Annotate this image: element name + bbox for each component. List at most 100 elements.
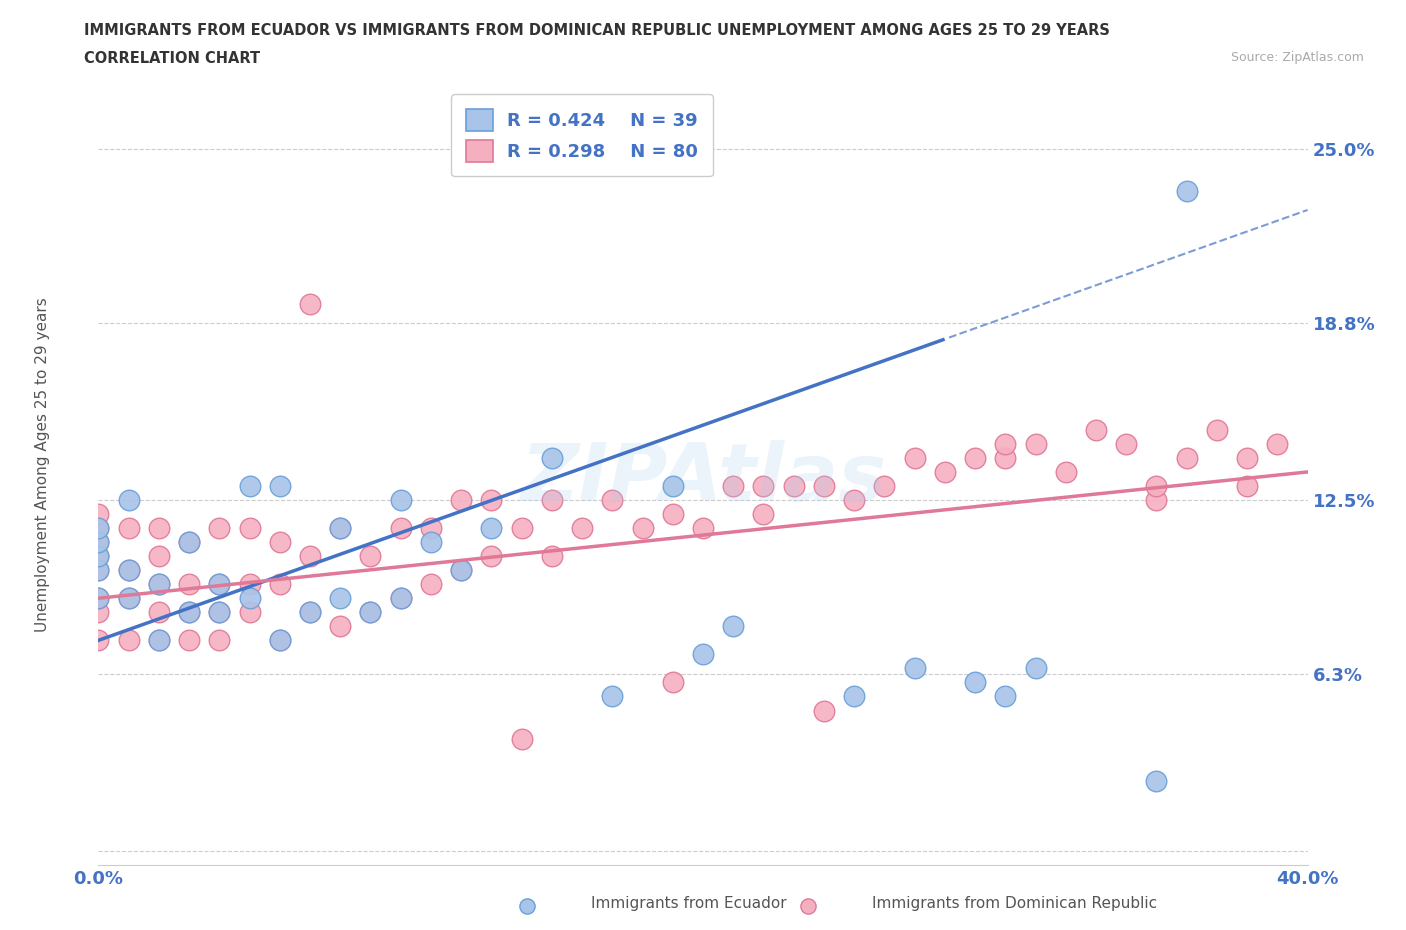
Point [389,591,412,605]
Point [360,549,382,564]
Point [208,577,231,591]
Point [87,535,110,550]
Point [844,493,866,508]
Point [540,549,562,564]
Point [752,507,775,522]
Point [148,577,170,591]
Point [87,521,110,536]
Point [239,521,262,536]
Point [87,591,110,605]
Point [299,549,322,564]
Point [1236,479,1258,494]
Point [450,563,472,578]
Point [148,604,170,619]
Point [965,675,987,690]
Point [813,479,835,494]
Point [389,521,412,536]
Point [1024,661,1046,676]
Point [87,604,110,619]
Point [661,507,683,522]
Point [179,633,201,648]
Point [269,577,291,591]
Text: ZIPAtlas: ZIPAtlas [520,440,886,518]
Point [934,464,956,479]
Point [1115,436,1137,451]
Point [179,604,201,619]
Text: IMMIGRANTS FROM ECUADOR VS IMMIGRANTS FROM DOMINICAN REPUBLIC UNEMPLOYMENT AMONG: IMMIGRANTS FROM ECUADOR VS IMMIGRANTS FR… [84,23,1111,38]
Point [481,549,503,564]
Point [389,591,412,605]
Point [1206,422,1229,437]
Point [723,618,745,633]
Point [873,479,896,494]
Point [269,633,291,648]
Point [87,507,110,522]
Point [118,633,141,648]
Point [783,479,806,494]
Point [118,521,141,536]
Point [360,604,382,619]
Point [87,563,110,578]
Point [360,604,382,619]
Point [420,521,443,536]
Point [1236,450,1258,465]
Point [1024,436,1046,451]
Point [1085,422,1108,437]
Point [87,549,110,564]
Point [965,450,987,465]
Point [631,521,654,536]
Point [420,535,443,550]
Point [299,296,322,311]
Point [813,703,835,718]
Point [329,591,352,605]
Point [239,479,262,494]
Point [516,898,538,913]
Point [994,450,1017,465]
Point [239,577,262,591]
Point [148,521,170,536]
Point [87,521,110,536]
Point [208,577,231,591]
Point [87,563,110,578]
Point [329,521,352,536]
Point [179,604,201,619]
Point [269,535,291,550]
Point [481,521,503,536]
Point [208,633,231,648]
Point [420,577,443,591]
Point [389,493,412,508]
Point [1054,464,1077,479]
Point [692,647,714,662]
Point [752,479,775,494]
Point [571,521,593,536]
Point [994,689,1017,704]
Point [510,521,533,536]
Point [148,633,170,648]
Point [208,521,231,536]
Point [118,591,141,605]
Point [1175,450,1198,465]
Point [994,436,1017,451]
Text: Unemployment Among Ages 25 to 29 years: Unemployment Among Ages 25 to 29 years [35,298,49,632]
Text: Source: ZipAtlas.com: Source: ZipAtlas.com [1230,51,1364,64]
Point [208,604,231,619]
Point [239,604,262,619]
Point [87,549,110,564]
Point [87,591,110,605]
Point [904,661,927,676]
Point [540,450,562,465]
Point [239,591,262,605]
Point [148,577,170,591]
Point [661,479,683,494]
Legend: R = 0.424    N = 39, R = 0.298    N = 80: R = 0.424 N = 39, R = 0.298 N = 80 [451,94,713,177]
Point [797,898,820,913]
Point [118,563,141,578]
Point [179,535,201,550]
Point [118,493,141,508]
Point [87,633,110,648]
Point [450,563,472,578]
Point [1267,436,1289,451]
Point [904,450,927,465]
Point [179,577,201,591]
Text: Immigrants from Ecuador: Immigrants from Ecuador [591,897,786,911]
